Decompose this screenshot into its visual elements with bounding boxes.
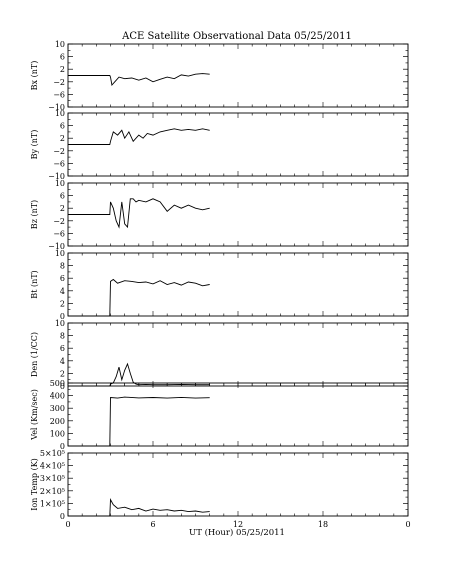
y-tick-label: 10 [55, 249, 65, 258]
y-tick-label: −10 [48, 172, 65, 181]
y-axis-label: By (nT) [30, 130, 39, 160]
x-tick-label: 12 [233, 520, 243, 529]
y-tick-label: 0 [60, 382, 65, 391]
y-axis-label: Bx (nT) [30, 61, 39, 91]
series-line [68, 128, 210, 145]
panel-ion-temp: 5×10⁵ 4×10⁵ 3×10⁵ 2×10⁵ 1×10⁵ 0 Ion Temp (K) [30, 449, 409, 521]
y-tick-label: 0 [60, 512, 65, 521]
chart-title: ACE Satellite Observational Data 05/25/2… [121, 31, 352, 42]
y-tick-label: 0 [60, 442, 65, 451]
y-tick-label: −2 [53, 217, 65, 226]
y-tick-label: 6 [60, 192, 65, 201]
y-tick-label: 4 [60, 357, 65, 366]
panel-density: 10 8 6 4 2 0 Den (1/CC) [30, 319, 409, 391]
y-tick-label: 8 [60, 332, 65, 341]
y-tick-label: −2 [53, 147, 65, 156]
y-tick-label: 10 [55, 179, 65, 188]
y-tick-label: 2 [60, 204, 65, 213]
panel-bt: 10 8 6 4 2 0 Bt (nT) [30, 249, 409, 321]
panel-frame [67, 182, 409, 247]
y-tick-label: 10 [55, 319, 65, 328]
y-tick-label: −10 [48, 103, 65, 112]
y-tick-label: −6 [53, 229, 65, 238]
y-tick-label: 2×10⁵ [40, 487, 65, 496]
y-tick-label: 1×10⁵ [40, 499, 65, 508]
x-axis-label: UT (Hour) 05/25/2011 [189, 527, 285, 538]
series-line [68, 497, 210, 517]
y-tick-label: −10 [48, 242, 65, 251]
y-tick-label: 5×10⁵ [40, 449, 65, 458]
panel-frame [67, 112, 409, 177]
y-axis-label: Bz (nT) [30, 200, 39, 229]
panel-bz: 10 6 2 −2 −6 −10 Bz (nT) [30, 179, 409, 251]
y-tick-label: 0 [60, 312, 65, 321]
y-tick-label: 200 [50, 417, 65, 426]
panel-frame [67, 252, 409, 317]
y-tick-label: 10 [55, 109, 65, 118]
y-tick-label: 2 [60, 369, 65, 378]
panel-velocity: 500 400 300 200 100 0 Vel (Km/sec) [30, 379, 409, 451]
y-tick-label: 6 [60, 274, 65, 283]
y-axis-label: Vel (Km/sec) [30, 389, 39, 441]
series-line [68, 396, 210, 447]
y-axis-label: Ion Temp (K) [30, 458, 39, 511]
panel-frame [67, 322, 409, 387]
x-tick-label: 18 [318, 520, 328, 529]
series-line [68, 73, 210, 86]
y-tick-label: 2 [60, 65, 65, 74]
series-line [68, 198, 210, 229]
y-tick-label: 10 [55, 40, 65, 49]
panel-frame [67, 382, 409, 447]
panel-frame [67, 43, 409, 108]
y-tick-label: 300 [50, 404, 65, 413]
y-tick-label: −2 [53, 78, 65, 87]
panel-frame [67, 452, 409, 517]
y-tick-label: 6 [60, 344, 65, 353]
series-line [68, 278, 210, 317]
y-tick-label: 400 [50, 392, 65, 401]
y-tick-label: 4×10⁵ [40, 462, 65, 471]
panels-group: 10 6 2 −2 −6 −10 Bx (nT) 10 6 2 −2 −6 −10 By (nT) 10 6 2… [30, 40, 411, 529]
y-axis-label: Bt (nT) [30, 270, 39, 298]
x-tick-label: 0 [405, 520, 410, 529]
y-tick-label: −6 [53, 90, 65, 99]
panel-bx: 10 6 2 −2 −6 −10 Bx (nT) [30, 40, 409, 112]
y-tick-label: 2 [60, 299, 65, 308]
y-tick-label: 2 [60, 134, 65, 143]
y-tick-label: 3×10⁵ [40, 474, 65, 483]
y-tick-label: −6 [53, 159, 65, 168]
y-tick-label: 100 [50, 429, 65, 438]
y-tick-label: 4 [60, 287, 65, 296]
y-tick-label: 500 [50, 379, 65, 388]
y-axis-label: Den (1/CC) [30, 332, 39, 377]
y-tick-label: 8 [60, 262, 65, 271]
panel-by: 10 6 2 −2 −6 −10 By (nT) [30, 109, 409, 181]
x-tick-label: 0 [65, 520, 70, 529]
y-tick-label: 6 [60, 53, 65, 62]
x-tick-label: 6 [150, 520, 155, 529]
y-tick-label: 6 [60, 122, 65, 131]
